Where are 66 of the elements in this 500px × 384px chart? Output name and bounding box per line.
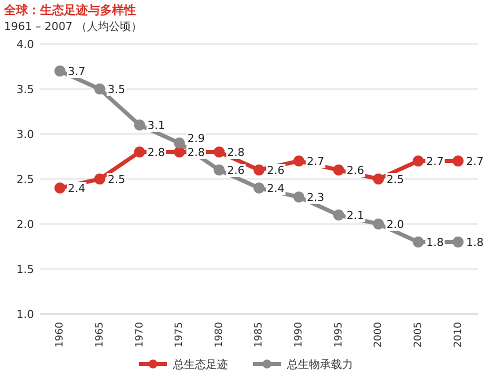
data-label: 2.7 [466, 155, 484, 168]
point [293, 156, 304, 166]
x-tick-label: 1965 [94, 322, 106, 348]
data-label: 2.5 [108, 173, 126, 186]
point [412, 156, 424, 166]
data-label: 2.5 [386, 173, 404, 186]
point [94, 84, 106, 94]
point [54, 66, 66, 76]
data-label: 2.0 [386, 218, 404, 231]
data-label: 3.7 [68, 65, 86, 78]
point [174, 146, 185, 158]
y-tick-label: 3.5 [16, 83, 34, 96]
y-tick-label: 1.5 [16, 263, 34, 276]
point [372, 174, 384, 184]
x-tick-label: 2005 [413, 322, 424, 348]
x-tick-label: 1985 [254, 322, 265, 348]
point [94, 174, 106, 184]
y-tick-label: 1.0 [16, 308, 34, 321]
data-label: 2.8 [187, 146, 205, 159]
legend-label: 总生物承载力 [286, 358, 353, 371]
data-label: 2.7 [426, 155, 444, 168]
x-tick-label: 1980 [214, 322, 225, 348]
y-tick-label: 2.5 [16, 173, 34, 186]
data-label: 3.1 [148, 119, 166, 132]
x-tick-label: 2000 [373, 322, 384, 348]
point [54, 182, 66, 194]
point [214, 146, 225, 158]
data-label: 1.8 [466, 236, 484, 249]
x-tick-label: 2010 [452, 322, 464, 348]
data-label: 2.6 [267, 164, 284, 177]
point [134, 120, 146, 130]
data-label: 2.8 [148, 146, 166, 159]
y-tick-label: 4.0 [16, 38, 34, 51]
y-tick-label: 3.0 [16, 128, 34, 141]
data-label: 2.3 [306, 191, 324, 204]
legend-label: 总生态足迹 [172, 358, 228, 371]
point [412, 236, 424, 248]
point [134, 146, 146, 158]
x-tick-label: 1975 [174, 322, 186, 348]
chart-title: 全球：生态足迹与多样性 [3, 3, 136, 17]
point [174, 138, 185, 148]
data-label: 2.9 [187, 132, 205, 145]
x-tick-label: 1990 [294, 322, 305, 348]
y-tick-label: 2.0 [16, 218, 34, 231]
point [254, 164, 264, 176]
point [254, 182, 264, 194]
data-label: 2.1 [346, 209, 364, 222]
data-label: 2.6 [346, 164, 364, 177]
data-label: 2.8 [227, 146, 245, 159]
point [214, 164, 225, 176]
data-label: 2.4 [267, 182, 284, 195]
point [452, 236, 464, 248]
point [452, 156, 464, 166]
point [293, 192, 304, 202]
point [372, 218, 384, 230]
point [333, 210, 344, 220]
data-label: 2.6 [227, 164, 245, 177]
x-tick-label: 1960 [54, 322, 66, 348]
point [333, 164, 344, 176]
data-label: 2.4 [68, 182, 86, 195]
chart-subtitle: 1961 – 2007 （人均公顷） [4, 20, 142, 33]
x-tick-label: 1970 [134, 322, 146, 348]
data-label: 3.5 [108, 83, 126, 96]
x-tick-label: 1995 [333, 322, 344, 348]
data-label: 1.8 [426, 236, 444, 249]
data-label: 2.7 [306, 155, 324, 168]
